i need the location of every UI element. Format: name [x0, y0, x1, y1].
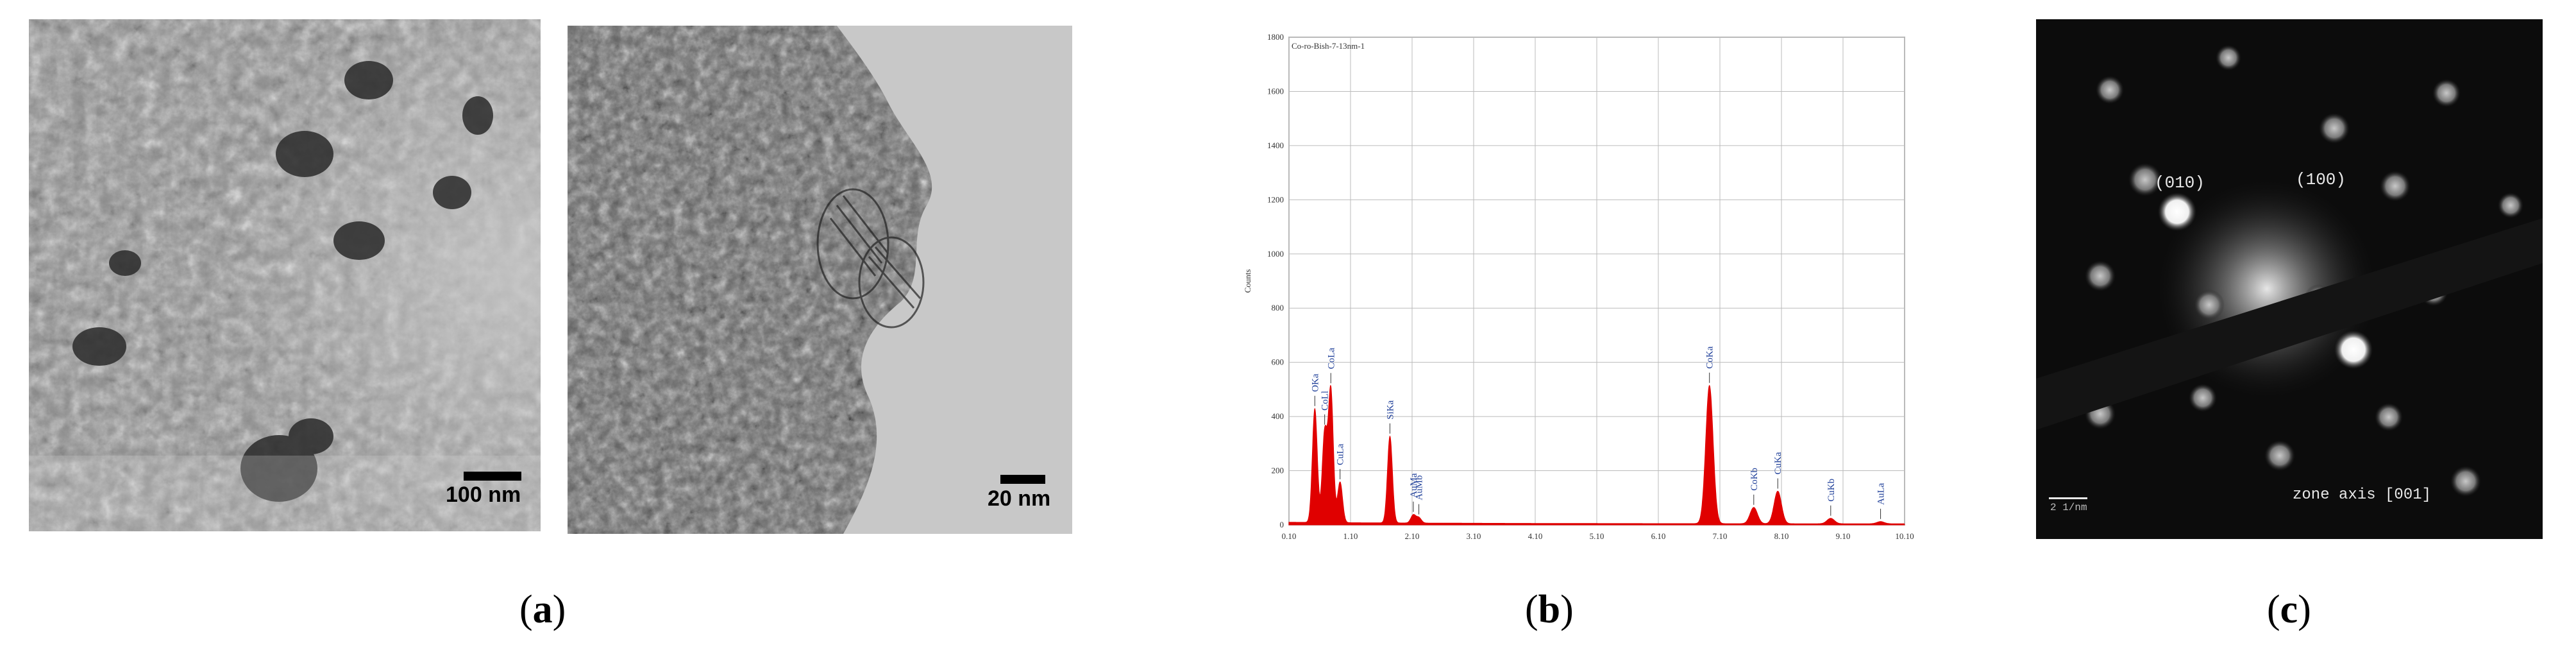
caption-a: (a) — [519, 588, 566, 631]
spot-label-100: (100) — [2296, 170, 2346, 189]
tem-texture-left — [29, 19, 541, 531]
x-tick-label: 2.10 — [1405, 531, 1420, 541]
spot-label-010: (010) — [2155, 173, 2205, 193]
tem-image-left: 100 nm — [29, 19, 541, 531]
chart-title: Co-ro-Bish-7-13nm-1 — [1292, 41, 1365, 51]
y-tick-label: 1000 — [1267, 249, 1284, 259]
y-tick-label: 1400 — [1267, 141, 1284, 150]
caption-c: (c) — [2267, 588, 2311, 631]
scale-label: 100 nm — [446, 483, 521, 507]
caption-b: (b) — [1525, 588, 1574, 631]
peak-label: AuLa — [1876, 483, 1887, 504]
peak-label: CoLl — [1320, 391, 1331, 411]
x-tick-label: 9.10 — [1836, 531, 1851, 541]
scale-label: 20 nm — [988, 486, 1051, 511]
x-tick-label: 10.10 — [1895, 531, 1914, 541]
y-tick-label: 600 — [1272, 357, 1284, 367]
peak-label: CoKa — [1705, 346, 1715, 368]
saed-spots — [2036, 19, 2543, 539]
y-tick-label: 200 — [1272, 466, 1284, 475]
x-tick-label: 6.10 — [1651, 531, 1666, 541]
x-tick-label: 0.10 — [1282, 531, 1297, 541]
x-tick-label: 8.10 — [1774, 531, 1789, 541]
peak-label: CoLa — [1326, 348, 1336, 370]
y-tick-label: 1800 — [1267, 32, 1284, 42]
scale-bar — [464, 472, 521, 481]
peak-label: AuMb — [1415, 475, 1425, 500]
y-axis-label: Counts — [1243, 270, 1252, 293]
peak-label: CuLa — [1336, 443, 1346, 465]
peak-label: SiKa — [1385, 400, 1395, 419]
peak-label: AuMa — [1409, 473, 1419, 498]
y-tick-label: 0 — [1280, 520, 1284, 529]
peak-label: CoKb — [1749, 468, 1760, 491]
zone-axis-label: zone axis [001] — [2293, 486, 2432, 504]
eds-spectrum-chart: 0.10 1.10 2.10 3.10 4.10 5.10 6.10 7.10 8.10 9.10… — [1238, 31, 1917, 544]
peak-label: CuKa — [1773, 452, 1783, 474]
tem-image-right: 20 nm — [568, 26, 1072, 534]
eds-spectrum-svg: 0.10 1.10 2.10 3.10 4.10 5.10 6.10 7.10 8.10 9.10… — [1243, 32, 1914, 541]
x-tick-label: 3.10 — [1467, 531, 1481, 541]
saed-scale-label: 2 1/nm — [2050, 502, 2087, 513]
spectrum-fill — [1288, 384, 1905, 526]
x-tick-label: 7.10 — [1713, 531, 1728, 541]
y-tick-label: 800 — [1272, 303, 1284, 312]
saed-pattern-image: (010) (100) zone axis [001] 2 1/nm — [2036, 19, 2543, 539]
x-tick-label: 5.10 — [1590, 531, 1604, 541]
y-tick-label: 1600 — [1267, 86, 1284, 96]
y-tick-label: 1200 — [1267, 194, 1284, 204]
peak-label: OKa — [1310, 373, 1320, 392]
x-tick-label: 4.10 — [1528, 531, 1543, 541]
scale-bar — [1000, 475, 1045, 484]
x-tick-label: 1.10 — [1343, 531, 1358, 541]
peak-label: CuKb — [1826, 479, 1837, 502]
tem-texture-right — [568, 26, 1072, 534]
y-tick-label: 400 — [1272, 411, 1284, 421]
